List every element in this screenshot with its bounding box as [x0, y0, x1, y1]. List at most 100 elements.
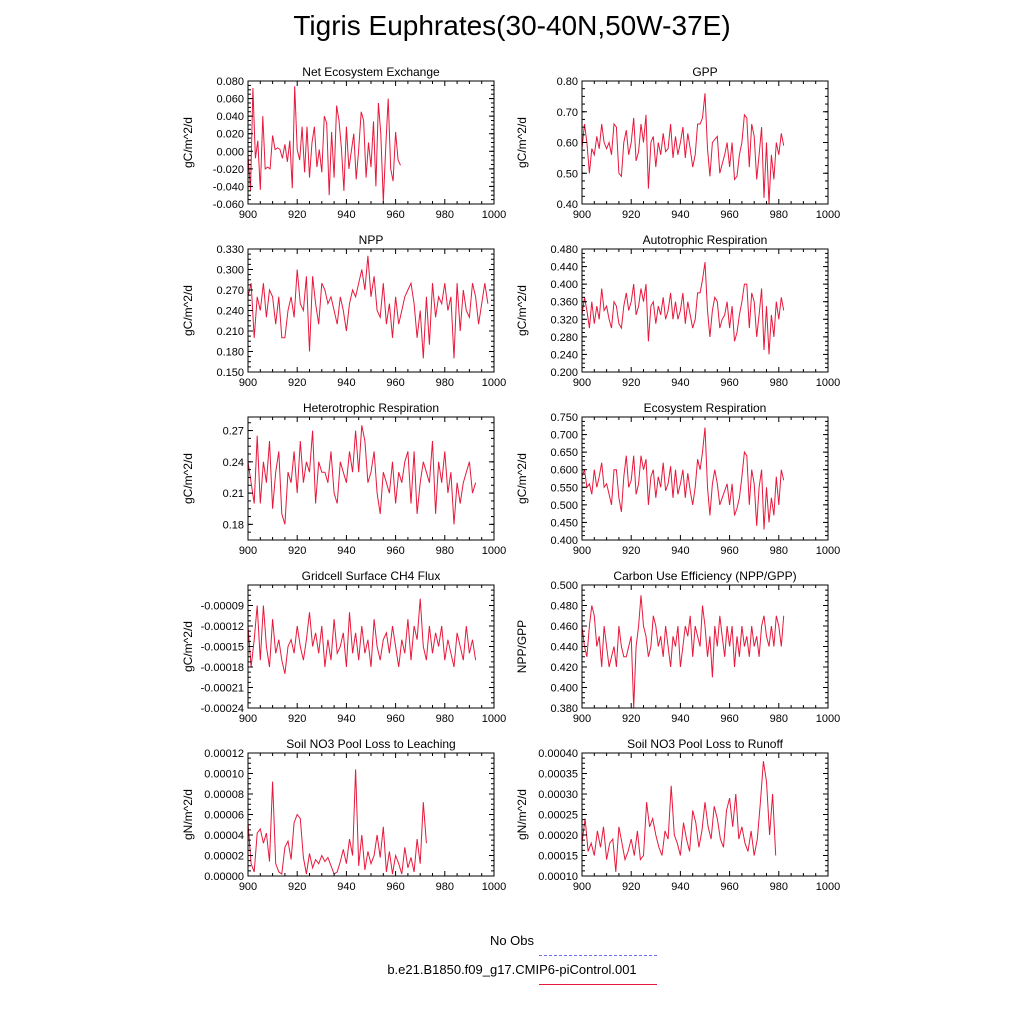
x-tick-label: 980 — [436, 713, 454, 725]
y-tick-label: 0.150 — [216, 367, 244, 379]
series-line — [581, 761, 777, 872]
y-tick-label: 0.380 — [550, 703, 578, 715]
y-tick-label: 0.000 — [216, 146, 244, 158]
chart-soil-no3-pool-loss-to-leaching: Soil NO3 Pool Loss to Leaching 900 920 940 9… — [181, 737, 506, 893]
series-line — [247, 769, 427, 875]
y-tick-label: 0.00030 — [538, 789, 578, 801]
y-tick-label: 0.500 — [550, 580, 578, 592]
x-tick-label: 980 — [770, 713, 788, 725]
y-tick-label: -0.00015 — [201, 642, 244, 654]
y-tick-label: 0.600 — [550, 465, 578, 477]
x-tick-label: 900 — [573, 713, 591, 725]
x-tick-label: 1000 — [482, 545, 506, 557]
y-tick-label: 0.240 — [550, 349, 578, 361]
y-tick-label: 0.330 — [216, 244, 244, 256]
chart-npp: NPP 900 920 940 960 980 1000 0.150 0.180 0.210 0.2… — [181, 233, 506, 389]
x-tick-label: 960 — [386, 545, 404, 557]
y-tick-label: 0.21 — [223, 488, 244, 500]
x-tick-label: 1000 — [482, 713, 506, 725]
y-tick-label: 0.00020 — [538, 830, 578, 842]
x-tick-label: 900 — [573, 881, 591, 893]
x-tick-label: 960 — [386, 209, 404, 221]
x-tick-label: 940 — [671, 377, 689, 389]
y-tick-label: 0.460 — [550, 621, 578, 633]
legend-label-no-obs: No Obs — [489, 933, 535, 948]
x-tick-label: 960 — [720, 545, 738, 557]
y-tick-label: 0.040 — [216, 111, 244, 123]
y-axis-label: gC/m^2/d — [515, 285, 529, 336]
y-tick-label: 0.420 — [550, 662, 578, 674]
series-line — [581, 93, 785, 205]
y-tick-label: 0.180 — [216, 347, 244, 359]
x-tick-label: 960 — [720, 713, 738, 725]
x-tick-label: 920 — [622, 545, 640, 557]
x-tick-label: 900 — [239, 881, 257, 893]
x-tick-label: 980 — [436, 209, 454, 221]
plot-frame — [247, 80, 495, 205]
series-line — [581, 262, 785, 355]
chart-title: Gridcell Surface CH4 Flux — [302, 569, 441, 583]
x-tick-label: 980 — [770, 377, 788, 389]
y-tick-label: -0.060 — [213, 199, 244, 211]
x-tick-label: 900 — [239, 545, 257, 557]
x-tick-label: 960 — [386, 377, 404, 389]
x-tick-label: 1000 — [816, 209, 840, 221]
y-tick-label: -0.020 — [213, 164, 244, 176]
chart-title: Soil NO3 Pool Loss to Runoff — [627, 737, 784, 751]
x-tick-label: 940 — [337, 545, 355, 557]
series-line — [247, 598, 477, 674]
y-tick-label: 0.40 — [557, 199, 578, 211]
y-tick-label: -0.040 — [213, 181, 244, 193]
x-tick-label: 980 — [770, 545, 788, 557]
chart-soil-no3-pool-loss-to-runoff: Soil NO3 Pool Loss to Runoff 900 920 940 960… — [515, 737, 840, 893]
y-tick-label: 0.00012 — [204, 748, 244, 760]
y-axis-label: gC/m^2/d — [181, 621, 195, 672]
y-tick-label: 0.750 — [550, 412, 578, 424]
x-tick-label: 960 — [720, 377, 738, 389]
x-tick-label: 1000 — [482, 209, 506, 221]
chart-carbon-use-efficiency-npp-gpp: Carbon Use Efficiency (NPP/GPP) 900 920 940… — [515, 569, 840, 725]
x-tick-label: 900 — [573, 209, 591, 221]
chart-title: Net Ecosystem Exchange — [302, 65, 440, 79]
y-tick-label: 0.060 — [216, 94, 244, 106]
y-tick-label: 0.00000 — [204, 871, 244, 883]
x-tick-label: 900 — [239, 377, 257, 389]
series-line — [581, 595, 785, 709]
y-tick-label: 0.00004 — [204, 830, 244, 842]
chart-title: NPP — [359, 233, 384, 247]
y-tick-label: -0.00018 — [201, 662, 244, 674]
x-tick-label: 940 — [671, 881, 689, 893]
chart-heterotrophic-respiration: Heterotrophic Respiration 900 920 940 960 980… — [181, 401, 506, 557]
y-tick-label: 0.400 — [550, 683, 578, 695]
y-axis-label: NPP/GPP — [515, 620, 529, 673]
x-tick-label: 960 — [386, 713, 404, 725]
y-tick-label: 0.60 — [557, 138, 578, 150]
y-tick-label: 0.00025 — [538, 810, 578, 822]
x-tick-label: 1000 — [482, 881, 506, 893]
y-axis-label: gC/m^2/d — [515, 117, 529, 168]
y-tick-label: 0.18 — [223, 519, 244, 531]
y-tick-label: 0.00002 — [204, 851, 244, 863]
x-tick-label: 920 — [288, 209, 306, 221]
y-tick-label: 0.360 — [550, 297, 578, 309]
y-tick-label: -0.00021 — [201, 683, 244, 695]
x-tick-label: 940 — [337, 209, 355, 221]
x-tick-label: 920 — [622, 881, 640, 893]
y-tick-label: 0.270 — [216, 285, 244, 297]
x-tick-label: 980 — [770, 881, 788, 893]
x-tick-label: 920 — [622, 713, 640, 725]
y-tick-label: 0.550 — [550, 482, 578, 494]
x-tick-label: 900 — [573, 377, 591, 389]
x-tick-label: 940 — [671, 545, 689, 557]
x-tick-label: 940 — [337, 881, 355, 893]
x-tick-label: 980 — [436, 377, 454, 389]
x-tick-label: 1000 — [816, 545, 840, 557]
y-tick-label: 0.00008 — [204, 789, 244, 801]
x-tick-label: 920 — [288, 545, 306, 557]
y-axis-label: gC/m^2/d — [515, 453, 529, 504]
y-axis-label: gC/m^2/d — [181, 453, 195, 504]
chart-title: Carbon Use Efficiency (NPP/GPP) — [613, 569, 796, 583]
chart-gridcell-surface-ch4-flux: Gridcell Surface CH4 Flux 900 920 940 960 980… — [181, 569, 506, 725]
series-line — [247, 255, 489, 359]
